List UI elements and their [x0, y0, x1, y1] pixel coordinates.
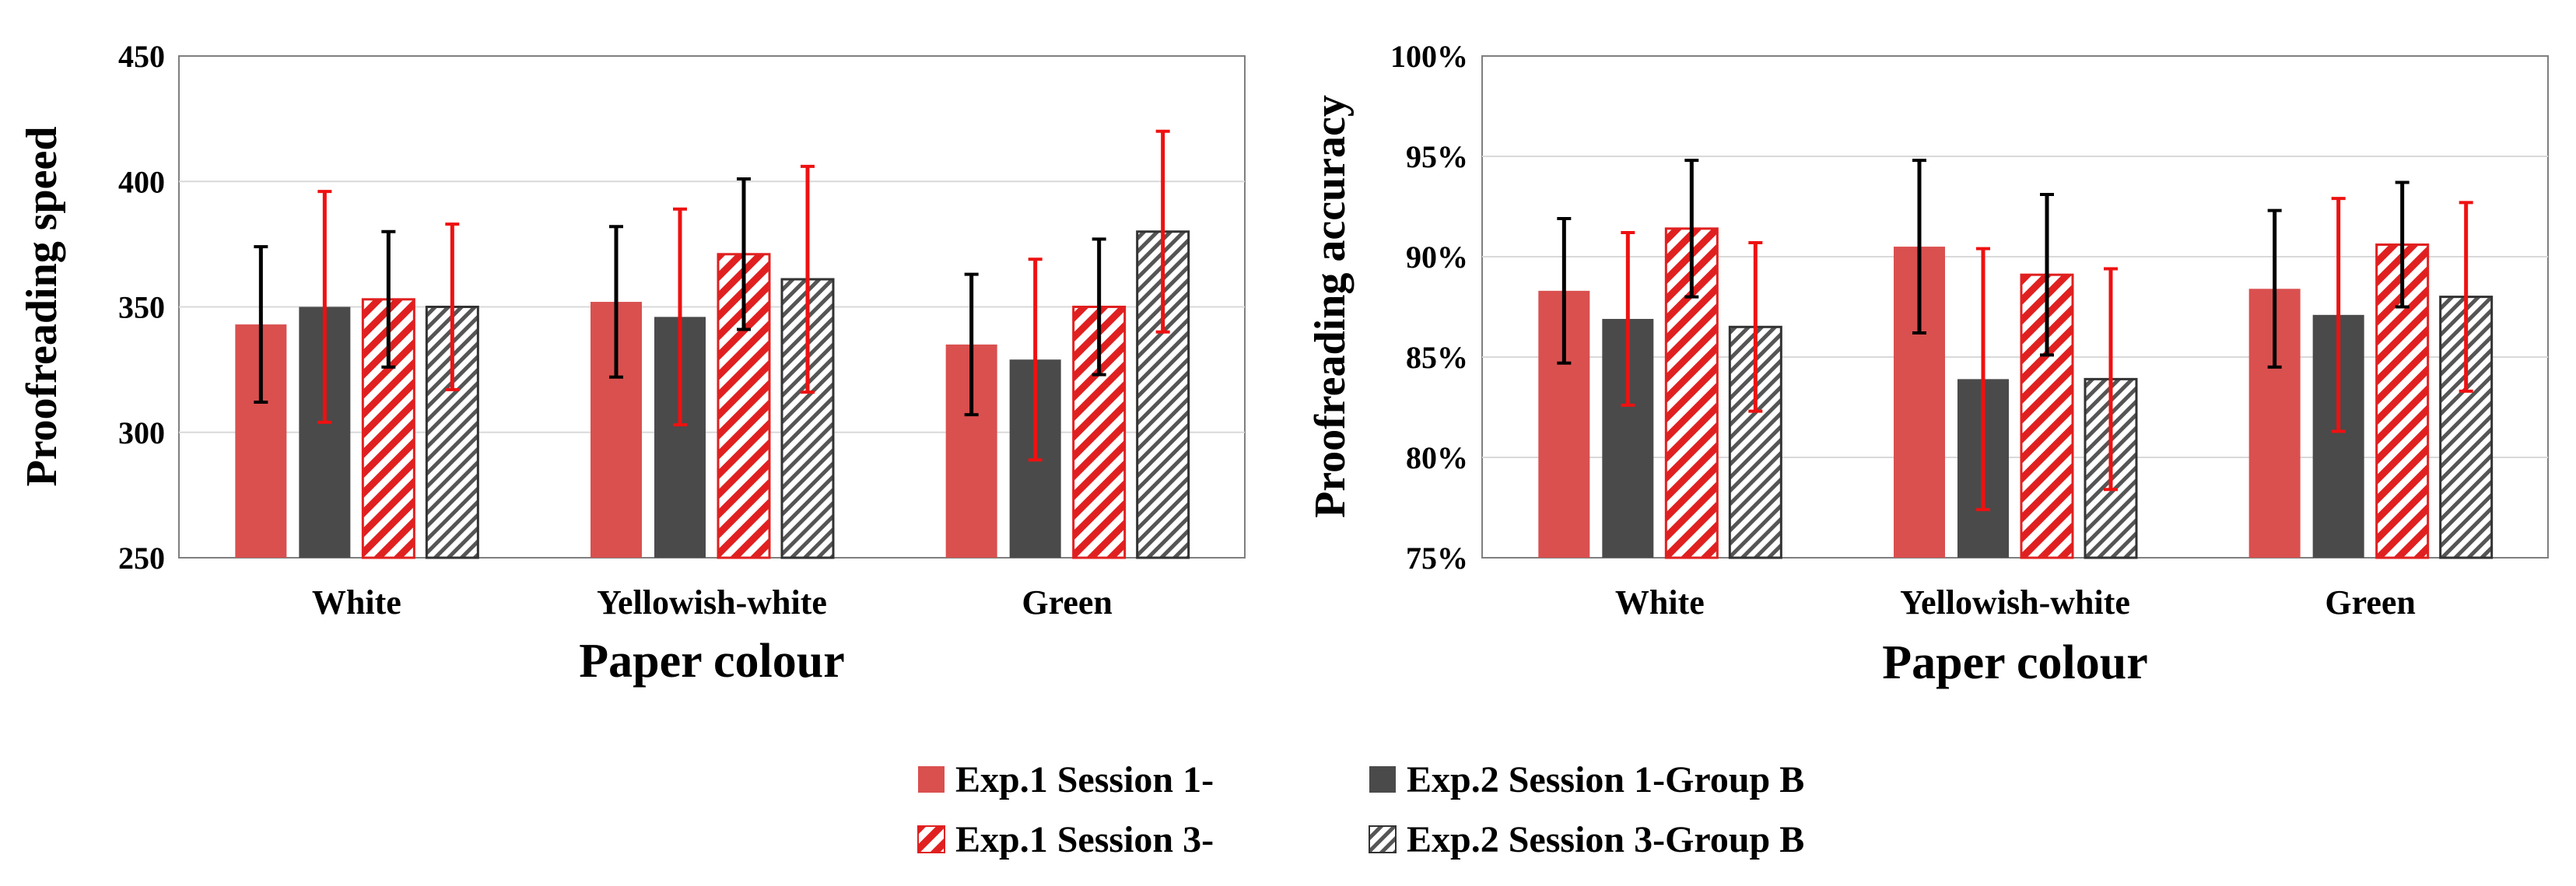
legend-label-exp1-session1: Exp.1 Session 1-	[955, 759, 1214, 800]
speed-error-bar-exp2-session3-group-b-green	[1155, 129, 1170, 334]
speed-error-bar-exp1-session1-yellowish-white	[609, 225, 623, 379]
accuracy-error-bar-exp1-session3-white	[1684, 159, 1699, 299]
speed-y-tick-label: 250	[118, 541, 165, 576]
accuracy-error-bar-exp2-session3-group-b-white	[1748, 240, 1763, 413]
accuracy-bars	[1538, 227, 2494, 559]
speed-bars	[235, 230, 1190, 559]
accuracy-y-tick-label: 95%	[1406, 139, 1468, 174]
speed-gridlines	[179, 180, 1245, 433]
accuracy-x-tick-label-green: Green	[2325, 583, 2416, 622]
accuracy-plot-area	[1481, 55, 2549, 559]
speed-error-bar-exp2-session1-group-b-white	[317, 190, 332, 424]
legend-label-exp2-session1-group-b: Exp.2 Session 1-Group B	[1407, 759, 1804, 800]
accuracy-y-ticks: 75% 80% 85% 90% 95% 100%	[1390, 39, 1468, 576]
accuracy-x-tick-label-white: White	[1615, 583, 1705, 622]
accuracy-error-bar-exp1-session1-yellowish-white	[1912, 159, 1926, 335]
legend-swatch-exp2-session1-group-b	[1369, 766, 1396, 793]
accuracy-y-tick-label: 85%	[1406, 340, 1468, 375]
accuracy-y-tick-label: 75%	[1406, 541, 1468, 576]
accuracy-error-bar-exp2-session3-group-b-green	[2459, 201, 2473, 393]
speed-y-ticks: 250 300 350 400 450	[118, 39, 165, 576]
accuracy-error-bar-exp1-session3-green	[2395, 180, 2410, 309]
speed-error-bar-exp1-session1-white	[254, 245, 268, 404]
speed-error-bar-exp1-session1-green	[964, 272, 979, 417]
accuracy-error-bar-exp1-session1-white	[1557, 216, 1572, 365]
accuracy-error-bar-exp2-session3-group-b-yellowish-white	[2104, 267, 2118, 492]
speed-y-tick-label: 400	[118, 164, 165, 199]
speed-error-bar-exp2-session1-group-b-yellowish-white	[673, 207, 687, 427]
accuracy-bar-exp1-session3-green	[2375, 243, 2430, 559]
speed-error-bars	[254, 129, 1170, 462]
accuracy-error-bar-exp1-session1-green	[2267, 208, 2282, 369]
speed-error-bar-exp1-session3-green	[1092, 237, 1106, 376]
accuracy-error-bars	[1557, 159, 2473, 512]
legend-label-exp2-session3-group-b: Exp.2 Session 3-Group B	[1407, 819, 1804, 860]
speed-y-axis-label: Proofreading speed	[18, 126, 66, 486]
speed-error-bar-exp1-session3-yellowish-white	[737, 177, 751, 331]
legend-swatch-exp1-session1	[918, 766, 945, 793]
accuracy-y-tick-label: 90%	[1406, 240, 1468, 275]
speed-y-tick-label: 350	[118, 290, 165, 325]
accuracy-x-axis-label: Paper colour	[1882, 636, 2148, 689]
legend-swatch-exp2-session3-group-b	[1369, 825, 1397, 853]
accuracy-chart: 75% 80% 85% 90% 95% 100% White Yellowish-white…	[1306, 39, 2549, 689]
speed-y-tick-label: 300	[118, 415, 165, 450]
accuracy-y-axis-label: Proofreading accuracy	[1306, 95, 1355, 518]
speed-error-bar-exp2-session1-group-b-green	[1028, 257, 1043, 462]
legend: Exp.1 Session 1- Exp.2 Session 1-Group B…	[917, 759, 1804, 860]
speed-x-tick-label-white: White	[312, 583, 401, 622]
accuracy-error-bar-exp2-session1-group-b-green	[2331, 197, 2346, 433]
speed-error-bar-exp2-session3-group-b-yellowish-white	[801, 164, 815, 394]
accuracy-y-tick-label: 100%	[1390, 39, 1468, 74]
speed-x-ticks: White Yellowish-white Green	[312, 583, 1113, 622]
accuracy-error-bar-exp2-session1-group-b-yellowish-white	[1976, 247, 1990, 512]
accuracy-x-tick-label-yellowish-white: Yellowish-white	[1900, 583, 2130, 622]
legend-label-exp1-session3: Exp.1 Session 3-	[955, 819, 1214, 860]
speed-y-tick-label: 450	[118, 39, 165, 74]
accuracy-gridlines	[1482, 156, 2548, 458]
speed-error-bar-exp1-session3-white	[381, 229, 396, 369]
speed-error-bar-exp2-session3-group-b-white	[445, 222, 460, 391]
legend-swatch-exp1-session3	[917, 825, 945, 853]
accuracy-error-bar-exp2-session1-group-b-white	[1621, 231, 1635, 407]
accuracy-error-bar-exp1-session3-yellowish-white	[2040, 193, 2054, 357]
speed-x-tick-label-green: Green	[1022, 583, 1113, 622]
speed-x-tick-label-yellowish-white: Yellowish-white	[597, 583, 827, 622]
accuracy-x-ticks: White Yellowish-white Green	[1615, 583, 2416, 622]
speed-x-axis-label: Paper colour	[579, 635, 845, 688]
accuracy-y-tick-label: 80%	[1406, 440, 1468, 475]
speed-chart: 250 300 350 400 450 White Yellowish-white Gree…	[18, 39, 1246, 688]
